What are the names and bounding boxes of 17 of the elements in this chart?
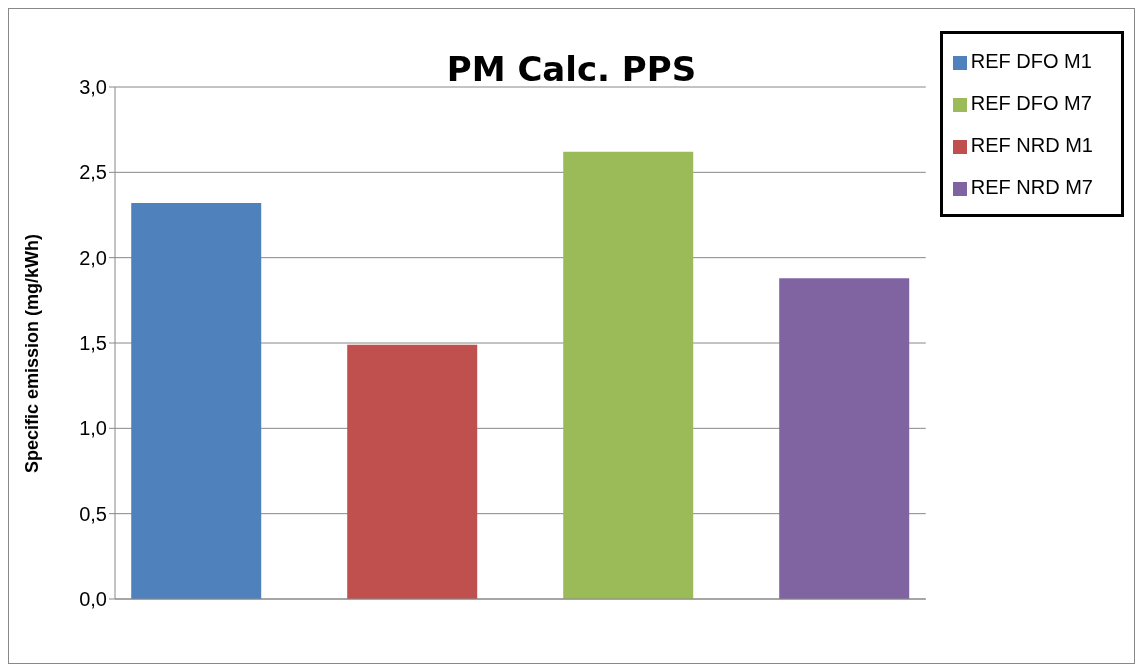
legend-label: REF NRD M1	[970, 134, 1093, 156]
chart-title: PM Calc. PPS	[446, 49, 697, 89]
bar	[563, 151, 694, 599]
bar	[779, 278, 910, 599]
y-tick-label: 3,0	[79, 76, 107, 99]
legend-label: REF NRD M7	[970, 176, 1093, 198]
legend-label: REF DFO M7	[970, 92, 1092, 114]
y-tick-label: 2,5	[79, 161, 107, 184]
legend-label: REF DFO M1	[970, 50, 1092, 72]
y-axis-title: Specific emission (mg/kWh)	[22, 233, 43, 473]
y-tick-label: 2,0	[79, 246, 107, 269]
y-tick-label: 0,5	[79, 502, 107, 525]
y-tick-label: 1,5	[79, 332, 107, 355]
y-tick-label: 1,0	[79, 417, 107, 440]
bar	[131, 203, 262, 599]
y-tick-label: 0,0	[79, 588, 107, 611]
bar	[347, 344, 478, 599]
